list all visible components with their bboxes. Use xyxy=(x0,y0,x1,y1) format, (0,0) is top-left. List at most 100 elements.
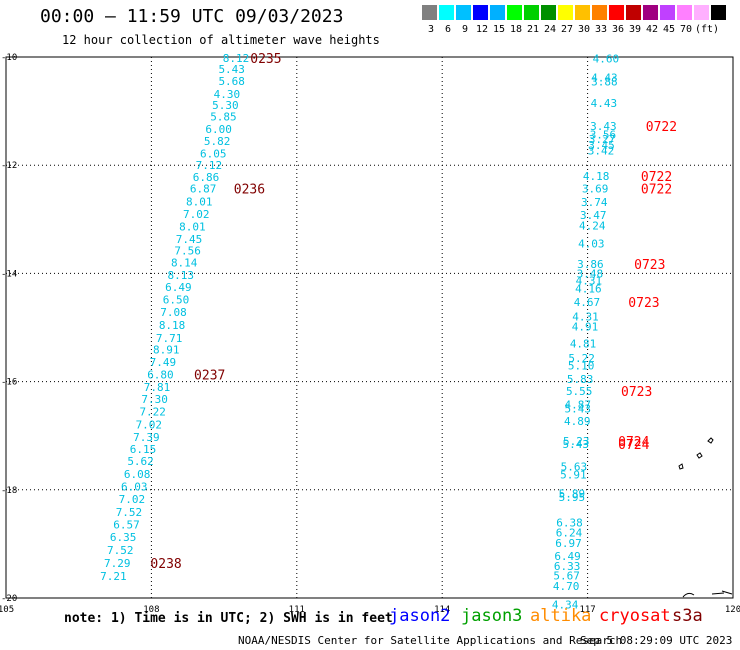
swh-value-point: 7.39 xyxy=(133,431,160,444)
swh-value-point: 5.68 xyxy=(218,75,245,88)
swh-value-point: 3.47 xyxy=(580,209,607,222)
swh-value-point: 4.16 xyxy=(575,283,602,296)
swh-value-point: 5.89 xyxy=(559,488,586,501)
colorbar-label: 36 xyxy=(611,24,625,35)
time-label: 0723 xyxy=(634,258,665,273)
swh-value-point: 7.52 xyxy=(107,544,134,557)
swh-value-point: 4.91 xyxy=(572,320,599,333)
swh-value-point: 7.08 xyxy=(160,306,187,319)
colorbar-swatch xyxy=(660,5,675,20)
swh-value-point: 6.15 xyxy=(130,443,157,456)
swh-value-point: 6.05 xyxy=(200,147,227,160)
colorbar-label: 3 xyxy=(427,24,435,35)
swh-value-point: 8.18 xyxy=(159,319,186,332)
colorbar-label: 12 xyxy=(475,24,489,35)
satellite-legend-item: jason3 xyxy=(461,606,523,626)
swh-value-point: 4.30 xyxy=(214,88,241,101)
swh-value-point: 8.01 xyxy=(179,220,206,233)
colorbar-swatch xyxy=(558,5,573,20)
colorbar-label: 6 xyxy=(444,24,452,35)
credit-text: NOAA/NESDIS Center for Satellite Applica… xyxy=(238,634,623,647)
swh-value-point: 8.12 xyxy=(223,52,250,65)
colorbar-swatch xyxy=(507,5,522,20)
swh-value-point: 7.29 xyxy=(104,557,131,570)
colorbar-swatch xyxy=(711,5,726,20)
colorbar-swatch xyxy=(524,5,539,20)
colorbar-swatch xyxy=(575,5,590,20)
satellite-legend-item: cryosat xyxy=(599,606,671,626)
swh-value-point: 5.83 xyxy=(567,373,594,386)
time-label: 0724 xyxy=(618,435,649,450)
swh-value-point: 3.86 xyxy=(577,258,604,271)
satellite-legend-item: altika xyxy=(530,606,592,626)
y-tick-label: -18 xyxy=(1,486,17,496)
footer-note: note: 1) Time is in UTC; 2) SWH is in fe… xyxy=(64,611,393,626)
time-label: 0724 xyxy=(618,438,649,453)
island-shape xyxy=(696,452,703,459)
swh-value-point: 3.69 xyxy=(582,182,609,195)
swh-value-point: 7.22 xyxy=(139,405,166,418)
swh-value-point: 7.49 xyxy=(150,356,177,369)
swh-value-point: 6.00 xyxy=(205,123,232,136)
x-tick-label: 111 xyxy=(289,605,305,615)
swh-value-point: 4.67 xyxy=(574,296,601,309)
colorbar-swatch xyxy=(626,5,641,20)
swh-value-point: 4.31 xyxy=(576,274,603,287)
colorbar-label: 27 xyxy=(560,24,574,35)
swh-value-point: 5.63 xyxy=(561,461,588,474)
colorbar-label: 21 xyxy=(526,24,540,35)
swh-value-point: 7.52 xyxy=(116,506,143,519)
swh-value-point: 3.43 xyxy=(590,120,617,133)
time-label: 0235 xyxy=(250,52,281,67)
swh-value-point: 6.24 xyxy=(556,527,583,540)
swh-value-point: 7.02 xyxy=(119,493,146,506)
swh-value-point: 6.49 xyxy=(165,281,192,294)
swh-value-point: 5.10 xyxy=(568,359,595,372)
swh-value-point: 5.22 xyxy=(568,352,595,365)
swh-value-point: 4.31 xyxy=(572,311,599,324)
colorbar-swatch xyxy=(473,5,488,20)
swh-value-point: 3.56 xyxy=(590,128,617,141)
x-tick-label: 120 xyxy=(725,605,740,615)
swh-value-point: 6.86 xyxy=(193,171,220,184)
swh-value-point: 5.30 xyxy=(212,99,239,112)
colorbar-swatch xyxy=(541,5,556,20)
swh-value-point: 3.74 xyxy=(581,196,608,209)
y-tick-label: -14 xyxy=(1,269,17,279)
x-tick-label: 114 xyxy=(434,605,450,615)
swh-value-point: 7.81 xyxy=(144,381,171,394)
swh-value-point: 4.24 xyxy=(579,219,606,232)
time-label: 0722 xyxy=(641,170,672,185)
swh-value-point: 6.38 xyxy=(556,516,583,529)
colorbar-label: 42 xyxy=(645,24,659,35)
swh-value-point: 4.89 xyxy=(564,415,591,428)
swh-value-point: 7.71 xyxy=(156,332,183,345)
swh-value-point: 5.62 xyxy=(127,455,154,468)
x-tick-label: 105 xyxy=(0,605,14,615)
swh-value-point: 4.87 xyxy=(564,398,591,411)
time-label: 0722 xyxy=(641,182,672,197)
island-shape xyxy=(678,463,684,470)
colorbar-swatch xyxy=(490,5,505,20)
swh-value-point: 4.18 xyxy=(583,170,610,183)
colorbar-label: 18 xyxy=(509,24,523,35)
swh-value-point: 5.43 xyxy=(563,438,590,451)
colorbar-label: 39 xyxy=(628,24,642,35)
swh-value-point: 6.35 xyxy=(110,531,137,544)
colorbar-label: 33 xyxy=(594,24,608,35)
colorbar-swatch xyxy=(422,5,437,20)
y-tick-label: -20 xyxy=(1,594,17,604)
swh-value-point: 5.95 xyxy=(559,491,586,504)
swh-value-point: 6.80 xyxy=(147,369,174,382)
generation-timestamp: Sep 5 08:29:09 UTC 2023 xyxy=(580,634,733,647)
colorbar-swatch xyxy=(592,5,607,20)
swh-value-point: 6.87 xyxy=(190,182,217,195)
swh-value-point: 7.45 xyxy=(176,233,203,246)
swh-value-point: 8.13 xyxy=(168,269,195,282)
swh-value-point: 6.57 xyxy=(113,518,140,531)
chart-subtitle: 12 hour collection of altimeter wave hei… xyxy=(62,33,380,47)
swh-value-point: 4.03 xyxy=(578,238,605,251)
coastline-shape xyxy=(682,590,733,598)
